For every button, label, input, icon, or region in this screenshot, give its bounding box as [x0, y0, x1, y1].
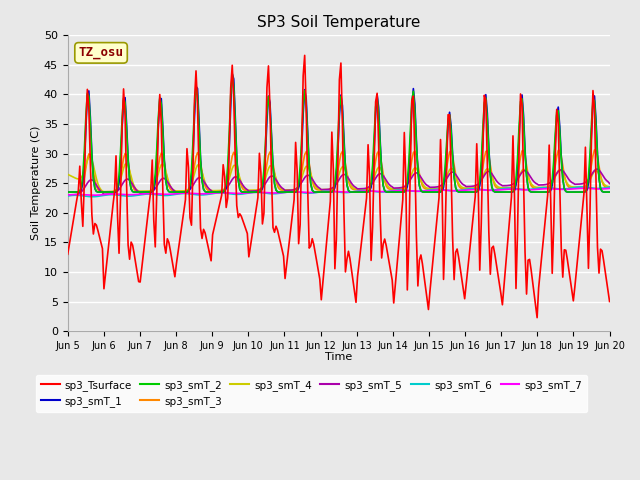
- Title: SP3 Soil Temperature: SP3 Soil Temperature: [257, 15, 420, 30]
- Legend: sp3_Tsurface, sp3_smT_1, sp3_smT_2, sp3_smT_3, sp3_smT_4, sp3_smT_5, sp3_smT_6, : sp3_Tsurface, sp3_smT_1, sp3_smT_2, sp3_…: [36, 375, 588, 412]
- X-axis label: Time: Time: [325, 352, 352, 362]
- Text: TZ_osu: TZ_osu: [79, 47, 124, 60]
- Y-axis label: Soil Temperature (C): Soil Temperature (C): [31, 126, 41, 240]
